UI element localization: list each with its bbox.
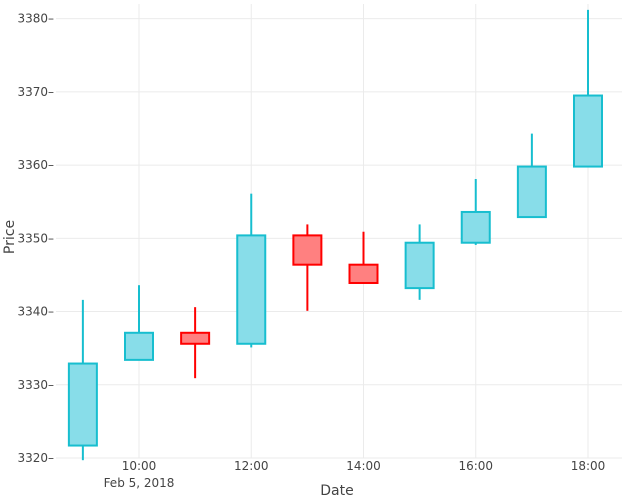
candle-increasing [236, 193, 267, 348]
candle-increasing [460, 179, 491, 245]
x-tick-label: 18:00 [571, 459, 606, 473]
x-tick-label: 14:00 [346, 459, 381, 473]
y-tick-label: 3340– [17, 305, 54, 319]
y-tick-label: 3350– [17, 231, 54, 245]
candle-body [67, 362, 98, 447]
candle-body [180, 331, 211, 345]
x-tick-label: 10:00 [122, 459, 157, 473]
candle-increasing [124, 285, 154, 361]
candle-body [236, 234, 267, 345]
x-date-label: Feb 5, 2018 [104, 476, 175, 490]
y-axis-title: Price [2, 220, 18, 254]
x-tick-label: 16:00 [458, 459, 493, 473]
candle-body [348, 263, 379, 284]
candle-increasing [573, 9, 603, 168]
candle-increasing [67, 299, 98, 461]
y-tick-label: 3320– [17, 451, 54, 465]
candles-layer [67, 9, 603, 461]
candle-body [292, 234, 323, 266]
candle-body [124, 331, 154, 361]
x-tick-labels: 10:00 12:00 14:00 16:00 18:00 [122, 459, 606, 473]
y-tick-labels: 3320– 3330– 3340– 3350– 3360– 3370– 3380– [17, 12, 54, 465]
candle-decreasing [180, 307, 211, 379]
candle-increasing [404, 224, 435, 300]
candle-body [460, 210, 491, 244]
y-tick-label: 3380– [17, 12, 54, 26]
candle-increasing [516, 133, 547, 219]
candle-body [516, 165, 547, 219]
y-tick-label: 3370– [17, 85, 54, 99]
candle-body [573, 94, 603, 168]
y-tick-label: 3330– [17, 378, 54, 392]
candle-body [404, 241, 435, 290]
x-axis-title: Date [320, 483, 353, 498]
y-gridlines [56, 18, 622, 459]
candle-decreasing [292, 224, 323, 311]
candle-decreasing [348, 231, 379, 284]
y-tick-label: 3360– [17, 158, 54, 172]
x-tick-label: 12:00 [234, 459, 269, 473]
